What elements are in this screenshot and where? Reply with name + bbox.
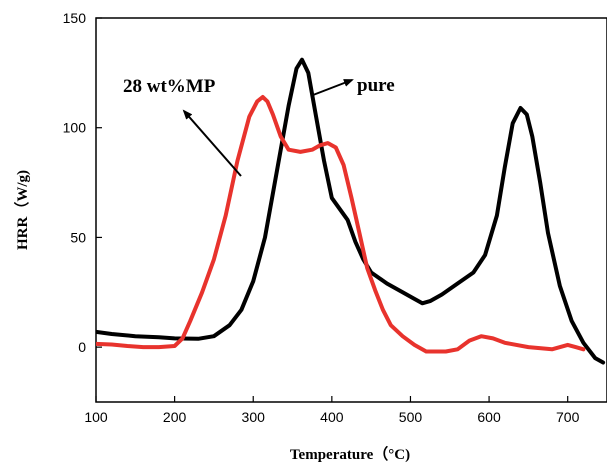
y-tick-label: 100	[63, 120, 87, 136]
plot-frame	[95, 17, 607, 403]
x-tick-label: 300	[242, 409, 266, 425]
y-tick-label: 150	[63, 10, 87, 26]
x-tick-label: 100	[84, 409, 108, 425]
annotation-pure: pure	[357, 75, 395, 96]
series-line-pure	[96, 57, 606, 365]
x-tick-label: 600	[477, 409, 501, 425]
y-tick-label: 50	[70, 229, 86, 245]
arrow-28wt-mp	[182, 109, 242, 177]
x-tick-label: 200	[163, 409, 187, 425]
series-line-28wt-mp	[96, 95, 586, 354]
arrow-pure	[312, 79, 354, 96]
y-axis-label: HRR（W/g)	[13, 170, 31, 250]
x-tick-label: 700	[556, 409, 580, 425]
x-axis-label: Temperature（°C)	[290, 445, 410, 463]
x-tick-label: 500	[399, 409, 423, 425]
x-tick-label: 400	[320, 409, 344, 425]
annotation-28wt-mp: 28 wt%MP	[123, 76, 216, 97]
y-tick-label: 0	[78, 339, 86, 355]
